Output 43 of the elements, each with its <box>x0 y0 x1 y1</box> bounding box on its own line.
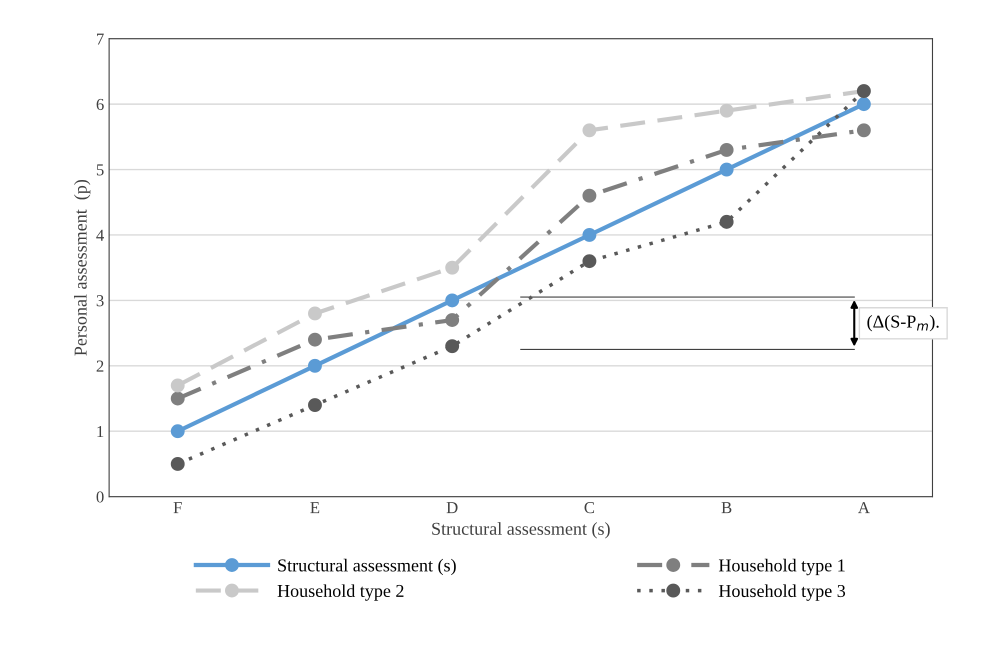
point <box>170 378 185 392</box>
y-tick-label: 6 <box>96 98 104 110</box>
point <box>856 123 871 138</box>
y-tick-label: 3 <box>96 295 104 306</box>
x-tick-label: B <box>722 502 732 514</box>
point <box>170 424 185 438</box>
y-tick-label: 2 <box>96 360 104 372</box>
point <box>720 214 734 229</box>
point <box>445 313 460 327</box>
point <box>308 306 322 320</box>
point <box>582 228 596 242</box>
x-tick-label: F <box>174 502 182 514</box>
y-tick-label: 7 <box>97 34 104 44</box>
y-tick-label: 5 <box>96 164 104 176</box>
x-tick-label: A <box>858 502 870 514</box>
legend-label: Household type 2 <box>278 584 404 601</box>
x-tick-label: C <box>584 502 594 514</box>
y-axis-title: Personal assessment (p) <box>74 180 90 356</box>
point <box>445 293 460 308</box>
y-tick-label: 4 <box>96 230 104 241</box>
legend-label: Household type 1 <box>718 558 845 576</box>
y-tick-label: 1 <box>97 426 104 438</box>
point <box>856 97 871 112</box>
point <box>720 104 734 118</box>
legend-label: Structural assessment (s) <box>278 558 456 576</box>
x-axis-title: Structural assessment (s) <box>432 522 610 539</box>
annotation: (Δ(S-P$_{m}$). <box>867 314 939 332</box>
point <box>582 123 596 138</box>
point <box>720 142 734 157</box>
point <box>170 392 185 406</box>
point <box>582 254 596 268</box>
x-tick-label: D <box>446 502 458 514</box>
point <box>582 188 596 203</box>
x-tick-label: E <box>310 502 320 514</box>
y-tick-label: 0 <box>96 491 104 503</box>
point <box>308 332 322 347</box>
point <box>170 456 185 471</box>
point <box>720 162 734 176</box>
point <box>445 260 460 275</box>
legend-label: Household type 3 <box>718 584 846 601</box>
point <box>308 398 322 412</box>
point <box>308 358 322 373</box>
point <box>445 339 460 354</box>
